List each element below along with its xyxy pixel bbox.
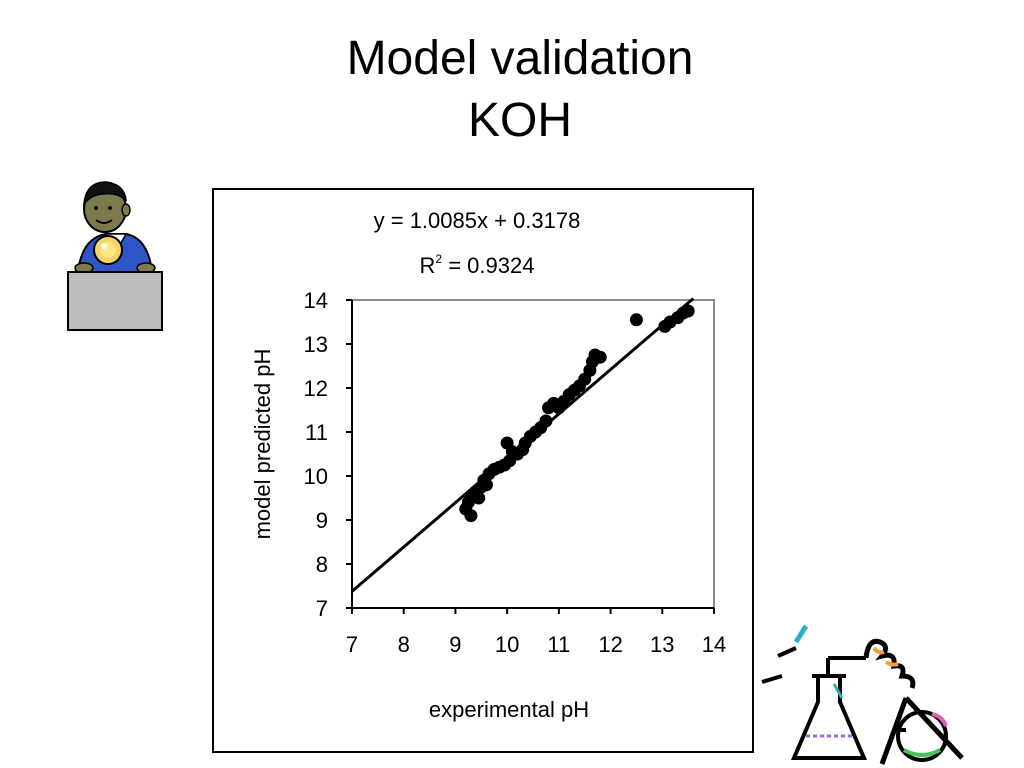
data-point [539,414,553,428]
y-tick-label: 13 [304,332,328,357]
y-tick-label: 14 [304,288,328,313]
data-point [629,313,643,327]
y-tick-label: 7 [316,596,328,621]
x-tick-label: 14 [702,632,726,657]
r-squared-value: = 0.9324 [442,253,534,278]
title-line-2: KOH [467,94,572,147]
x-tick-label: 13 [650,632,674,657]
plot-border [351,299,715,609]
data-point [464,509,478,523]
equation-label: y = 1.0085x + 0.3178 [374,208,581,233]
fortune-teller-icon [67,181,163,331]
title-line-1: Model validation [346,32,694,85]
y-tick-label: 9 [316,508,328,533]
data-point [681,304,695,318]
x-tick-label: 11 [547,632,570,657]
chart-frame: y = 1.0085x + 0.3178 R2 = 0.9324 7 8 9 10 11… [212,188,754,753]
y-tick-label: 11 [305,420,328,445]
x-tick-label: 12 [598,632,622,657]
chemistry-flask-icon [761,624,964,765]
data-point [593,350,607,364]
x-axis-title: experimental pH [429,697,589,722]
x-tick-label: 8 [398,632,410,657]
x-tick-label: 9 [449,632,461,657]
y-tick-label: 10 [304,464,328,489]
data-point [472,491,486,505]
x-tick-label: 10 [495,632,519,657]
y-axis-title: model predicted pH [250,349,275,540]
r-squared-sup: 2 [435,252,442,266]
r-squared-label: R2 = 0.9324 [420,252,535,278]
plot-area: 7 8 9 10 11 12 13 14 7 8 9 10 11 12 13 14 [304,288,727,657]
slide-title: Model validation KOH [0,28,1024,152]
data-point [479,478,493,492]
y-tick-label: 12 [304,376,328,401]
scatter-chart: y = 1.0085x + 0.3178 R2 = 0.9324 7 8 9 10 11… [250,208,727,722]
y-tick-label: 8 [316,552,328,577]
r-squared-r: R [420,253,436,278]
x-tick-label: 7 [346,632,358,657]
